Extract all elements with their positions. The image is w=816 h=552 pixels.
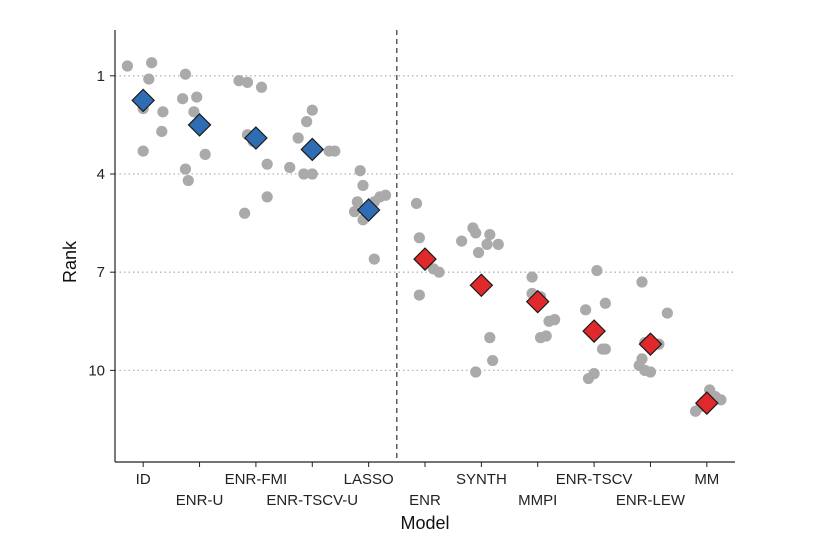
y-tick-label-4: 4 — [97, 166, 105, 183]
x-tick-label-enr-tscv-u: ENR-TSCV-U — [266, 492, 358, 509]
data-point — [599, 297, 611, 309]
data-point — [188, 106, 200, 118]
data-point — [591, 264, 603, 277]
data-point — [351, 196, 363, 208]
data-point — [526, 271, 538, 283]
mean-diamond-enr-u — [187, 113, 212, 137]
mean-diamond-lasso — [356, 198, 381, 222]
data-point — [661, 307, 673, 319]
data-point — [233, 75, 245, 87]
data-point — [413, 232, 425, 244]
x-tick-label-enr-u: ENR-U — [176, 492, 224, 509]
data-point — [379, 189, 392, 201]
data-point — [484, 332, 496, 344]
data-point — [255, 81, 268, 93]
gridlines — [115, 75, 735, 372]
data-point — [470, 366, 482, 378]
data-point — [644, 366, 657, 378]
mean-diamond-mmpi — [525, 289, 550, 314]
data-point — [121, 60, 133, 72]
data-point — [241, 76, 254, 88]
data-point — [301, 116, 313, 128]
mean-markers — [131, 88, 719, 415]
data-point — [306, 168, 318, 180]
x-tick-label-synth: SYNTH — [456, 471, 507, 488]
data-point — [306, 104, 318, 116]
x-axis-title: Model — [400, 513, 449, 533]
data-point — [368, 253, 380, 265]
data-point — [487, 354, 499, 367]
data-point — [413, 289, 425, 301]
mean-diamond-enr-tscv-u — [300, 137, 325, 162]
data-point — [261, 158, 273, 170]
mean-diamond-id — [131, 88, 156, 113]
x-tick-label-mmpi: MMPI — [518, 492, 557, 509]
mean-diamond-synth — [469, 273, 494, 298]
data-point — [179, 68, 192, 80]
y-tick-label-1: 1 — [97, 68, 105, 85]
data-point — [470, 227, 482, 239]
data-point — [137, 145, 149, 157]
data-point — [329, 145, 341, 157]
y-tick-labels: 1 4 7 10 — [88, 68, 105, 380]
mean-diamond-enr-lew — [638, 332, 663, 357]
data-point — [239, 207, 251, 219]
data-point — [146, 57, 158, 69]
data-point — [580, 304, 592, 316]
data-point — [484, 228, 496, 241]
data-point — [582, 372, 595, 385]
mean-diamond-enr — [413, 247, 437, 271]
data-point — [261, 191, 273, 203]
data-point — [157, 106, 169, 118]
data-point — [456, 235, 468, 247]
data-point — [357, 179, 369, 192]
data-point — [284, 161, 296, 174]
x-tick-label-enr-lew: ENR-LEW — [616, 492, 686, 509]
x-tick-label-lasso: LASSO — [344, 471, 394, 488]
x-tick-label-enr-fmi: ENR-FMI — [225, 471, 288, 488]
x-tick-label-enr: ENR — [409, 492, 441, 509]
data-point — [156, 125, 168, 138]
data-point — [492, 238, 504, 250]
data-point — [636, 276, 648, 288]
data-point — [177, 93, 189, 105]
data-point — [354, 165, 366, 177]
mean-diamond-mm — [694, 391, 719, 415]
data-point — [481, 238, 493, 250]
mean-diamond-enr-fmi — [244, 126, 268, 150]
observation-points — [121, 57, 727, 417]
x-tick-label-enr-tscv: ENR-TSCV — [556, 471, 633, 488]
data-point — [472, 246, 485, 259]
y-tick-label-7: 7 — [97, 264, 105, 281]
mean-diamond-enr-tscv — [582, 319, 606, 343]
data-point — [298, 168, 310, 180]
data-point — [348, 206, 361, 218]
data-point — [179, 163, 192, 175]
data-point — [540, 330, 552, 342]
axes — [110, 30, 735, 467]
data-point — [599, 343, 611, 355]
data-point — [182, 174, 194, 187]
data-point — [191, 91, 203, 103]
data-point — [292, 132, 304, 144]
y-tick-label-10: 10 — [88, 362, 105, 379]
data-point — [143, 73, 155, 85]
data-point — [549, 314, 561, 326]
data-point — [433, 266, 445, 278]
x-tick-label-mm: MM — [694, 471, 719, 488]
data-point — [199, 148, 211, 160]
y-axis-title: Rank — [60, 240, 80, 283]
x-tick-label-id: ID — [136, 471, 151, 488]
data-point — [410, 197, 423, 210]
